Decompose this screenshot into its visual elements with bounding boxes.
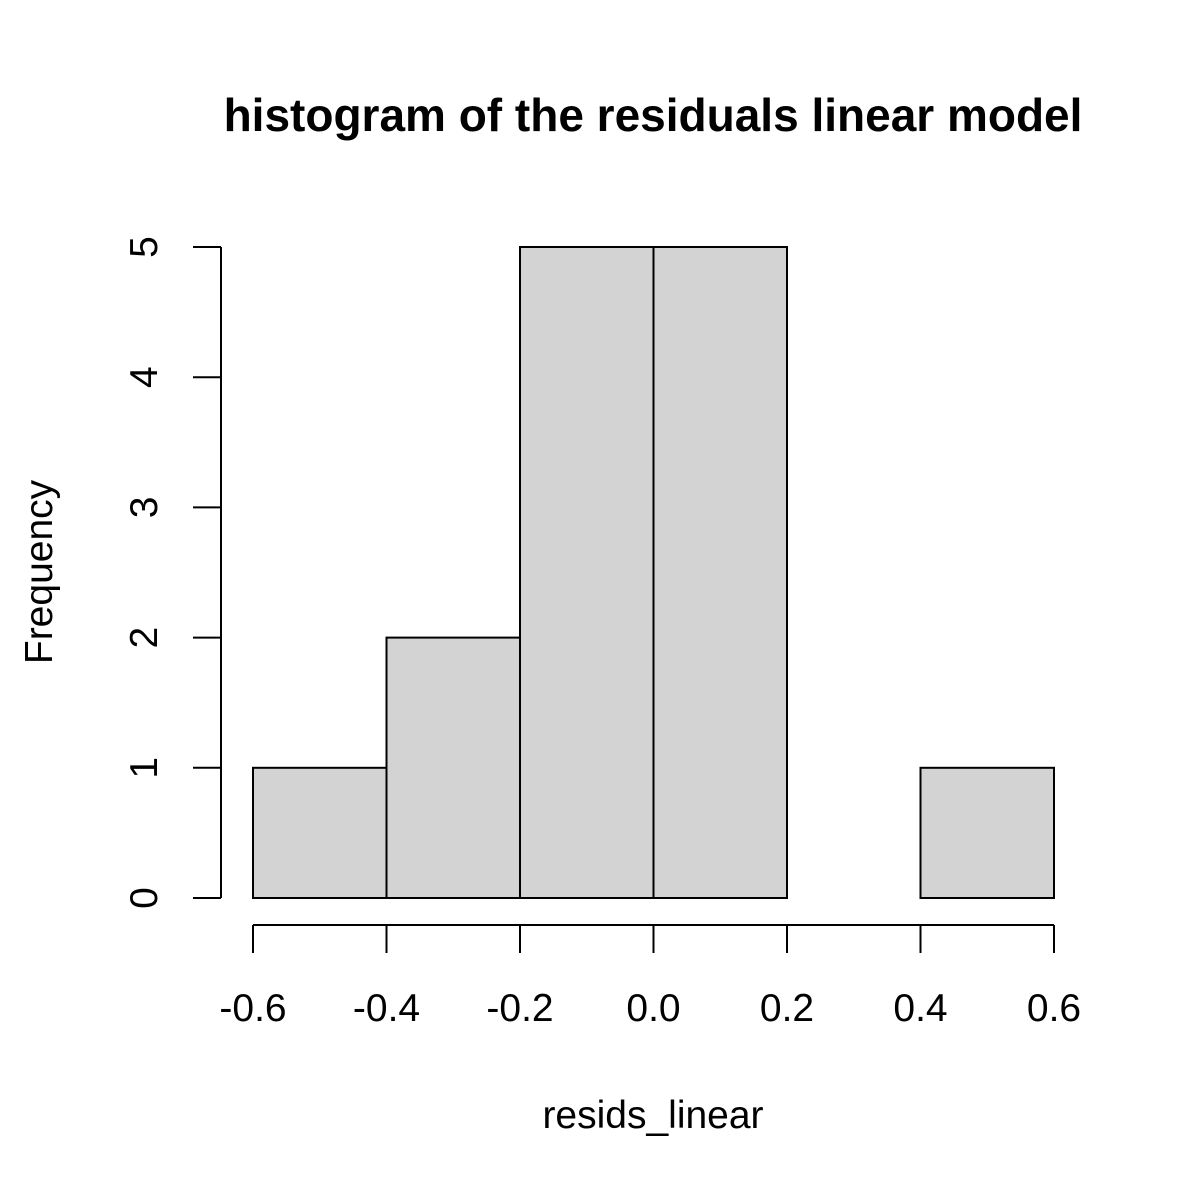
x-tick-label-1: -0.4 xyxy=(353,987,420,1030)
x-tick-label-3: 0.0 xyxy=(626,987,680,1030)
histogram-bar-2 xyxy=(519,246,655,899)
x-axis: -0.6 -0.4 -0.2 0.0 0.2 0.4 0.6 xyxy=(219,924,1081,1030)
x-tick-label-4: 0.2 xyxy=(760,987,814,1030)
y-tick-label-3: 3 xyxy=(123,497,166,519)
y-tick-label-2: 2 xyxy=(123,627,166,649)
x-tick-label-5: 0.4 xyxy=(893,987,947,1030)
bars-layer xyxy=(252,246,1055,899)
y-tick-label-0: 0 xyxy=(123,887,166,909)
histogram-bar-5 xyxy=(919,766,1055,899)
chart-title: histogram of the residuals linear model xyxy=(224,89,1083,141)
x-tick-label-2: -0.2 xyxy=(486,987,553,1030)
x-tick-label-0: -0.6 xyxy=(219,987,286,1030)
y-tick-label-1: 1 xyxy=(123,757,166,779)
histogram-bar-3 xyxy=(652,246,788,899)
y-tick-label-4: 4 xyxy=(123,366,166,388)
y-tick-label-5: 5 xyxy=(123,236,166,258)
y-axis: 0 1 2 3 4 5 xyxy=(123,236,222,909)
x-axis-title: resids_linear xyxy=(542,1094,763,1137)
histogram-bar-0 xyxy=(252,766,388,899)
x-tick-label-6: 0.6 xyxy=(1027,987,1081,1030)
histogram-bar-1 xyxy=(385,636,521,899)
y-axis-title: Frequency xyxy=(18,479,61,664)
